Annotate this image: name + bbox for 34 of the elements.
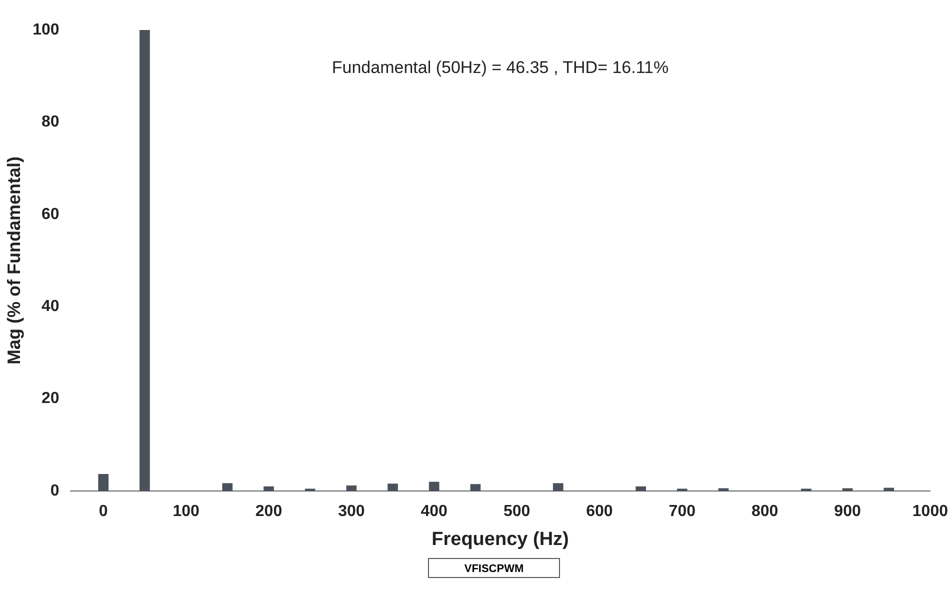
bar	[470, 484, 481, 491]
bar	[718, 488, 729, 491]
x-tick-label: 0	[98, 503, 108, 520]
x-tick-label: 700	[668, 503, 696, 520]
bar	[222, 483, 233, 491]
bar	[552, 483, 564, 491]
text: VFISCPWM	[428, 558, 560, 578]
x-tick-label: 100	[172, 503, 200, 520]
x-tick-label: 500	[503, 503, 530, 520]
y-tick-label: 20	[42, 390, 60, 408]
bar	[346, 485, 357, 491]
y-axis-title: Mag (% of Fundamental)	[4, 156, 24, 364]
y-tick-label: 80	[42, 114, 60, 131]
bar	[98, 474, 109, 491]
x-tick-label: 600	[586, 503, 613, 520]
bar	[428, 482, 440, 491]
y-tick-label: 60	[42, 206, 60, 223]
x-tick-label: 1000	[912, 503, 948, 520]
x-tick-label: 400	[420, 503, 448, 520]
annotation: Fundamental (50Hz) = 46.35 , THD= 16.11%	[332, 58, 669, 78]
x-tick-label: 800	[751, 503, 778, 520]
bar	[140, 30, 150, 491]
bar	[636, 486, 646, 491]
y-tick-label: 0	[50, 482, 60, 500]
x-tick-label: 200	[255, 503, 282, 520]
x-axis-title: Frequency (Hz)	[432, 528, 569, 550]
bar	[388, 484, 398, 491]
bar	[264, 486, 274, 491]
bar	[884, 488, 894, 491]
y-tick-label: 100	[32, 21, 60, 38]
y-tick-label: 40	[42, 298, 60, 316]
bar	[842, 488, 853, 491]
x-tick-label: 300	[338, 503, 365, 520]
x-tick-label: 900	[834, 503, 861, 520]
